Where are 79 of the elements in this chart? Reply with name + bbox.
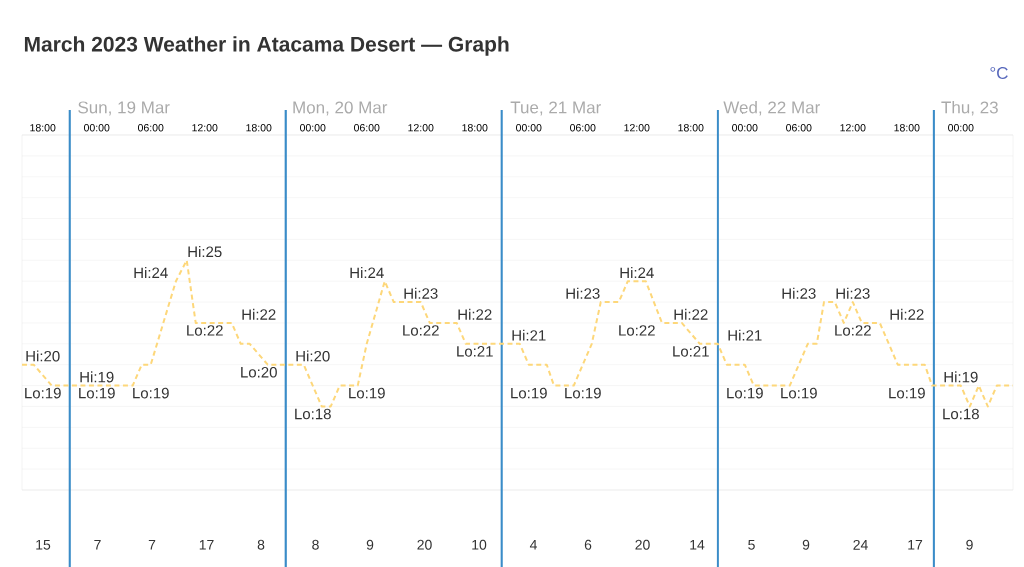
data-label: Lo:19	[349, 387, 385, 399]
x-tick-label: 00:00	[948, 124, 974, 132]
x2-tick-label: Sun, 19 Mar	[78, 101, 170, 116]
x-tick-label: 18:00	[678, 124, 704, 132]
data-label: Lo:19	[25, 387, 61, 399]
data-label: Hi:22	[242, 308, 276, 320]
data-label: 20	[635, 539, 650, 550]
x-tick-label: 00:00	[83, 124, 110, 132]
x2-tick-label: Thu, 23	[941, 100, 998, 116]
data-label: 4	[529, 539, 537, 550]
data-label: 14	[690, 539, 705, 550]
x-tick-label: 18:00	[30, 124, 56, 132]
data-label: Hi:23	[404, 287, 438, 299]
data-label: Hi:21	[512, 329, 546, 341]
data-label: Hi:22	[458, 308, 492, 320]
data-label: Lo:19	[565, 387, 601, 399]
data-label: 8	[312, 539, 319, 550]
data-label: Hi:24	[134, 267, 168, 278]
data-label: 6	[584, 539, 592, 550]
x-tick-label: 00:00	[300, 124, 326, 132]
x-tick-label: 06:00	[786, 124, 812, 132]
data-label: 15	[36, 539, 51, 550]
data-label: Lo:22	[835, 325, 871, 336]
data-label: Lo:19	[889, 387, 925, 399]
data-label: Hi:23	[566, 287, 600, 299]
data-label: 24	[853, 539, 868, 550]
x-tick-label: 06:00	[137, 124, 164, 132]
data-label: 17	[199, 539, 214, 550]
x-tick-label: 12:00	[840, 124, 866, 132]
x2-tick-label: Mon, 20 Mar	[293, 101, 388, 116]
data-label: Hi:19	[80, 371, 114, 383]
data-label: Hi:20	[296, 350, 330, 362]
data-label: 8	[257, 539, 265, 550]
data-label: Lo:19	[133, 387, 169, 399]
data-label: Hi:21	[728, 329, 762, 341]
x2-tick-label: Tue, 21 Mar	[510, 101, 601, 116]
x2-tick-label: Wed, 22 Mar	[723, 100, 820, 116]
data-label: Lo:18	[295, 408, 331, 420]
data-label: Lo:22	[187, 325, 223, 336]
data-label: Hi:24	[350, 267, 384, 278]
data-label: Hi:19	[944, 371, 978, 383]
data-label: Lo:22	[403, 325, 439, 336]
data-label: Lo:19	[781, 387, 817, 399]
data-label: Lo:20	[241, 366, 277, 378]
data-label: Hi:23	[836, 287, 870, 299]
data-label: Hi:22	[890, 308, 924, 320]
data-label: Lo:19	[79, 387, 115, 399]
data-label: 7	[94, 539, 101, 550]
data-label: 7	[148, 539, 156, 550]
data-label: Hi:23	[782, 287, 816, 299]
data-label: Lo:19	[511, 387, 547, 399]
data-label: Hi:24	[620, 267, 654, 278]
data-label: Lo:21	[457, 346, 493, 357]
data-label: Lo:22	[619, 325, 655, 336]
data-label: 9	[366, 539, 374, 550]
x-tick-label: 12:00	[192, 124, 218, 132]
data-label: 10	[472, 539, 487, 550]
data-label: 9	[802, 539, 810, 550]
data-label: Lo:19	[727, 387, 763, 399]
x-tick-label: 12:00	[408, 124, 434, 132]
data-label: Hi:20	[26, 350, 60, 362]
data-label: Lo:21	[673, 346, 709, 357]
data-label: 5	[748, 539, 755, 550]
data-label: 9	[966, 539, 973, 550]
data-label: Hi:22	[674, 308, 708, 320]
x-tick-label: 18:00	[246, 124, 272, 132]
x-tick-label: 12:00	[624, 124, 650, 132]
x-tick-label: 00:00	[732, 124, 758, 132]
chart-title: March 2023 Weather in Atacama Desert — Graph	[24, 36, 509, 56]
x-tick-label: 18:00	[894, 124, 920, 132]
x-tick-label: 18:00	[462, 124, 488, 132]
data-label: 20	[417, 539, 432, 550]
x-tick-label: 06:00	[354, 124, 380, 132]
x-tick-label: 06:00	[570, 124, 596, 132]
data-label: Hi:25	[188, 246, 222, 258]
text: °C	[990, 66, 1008, 80]
data-label: Lo:18	[943, 408, 979, 420]
x-tick-label: 00:00	[516, 124, 542, 132]
data-label: 17	[908, 539, 923, 550]
